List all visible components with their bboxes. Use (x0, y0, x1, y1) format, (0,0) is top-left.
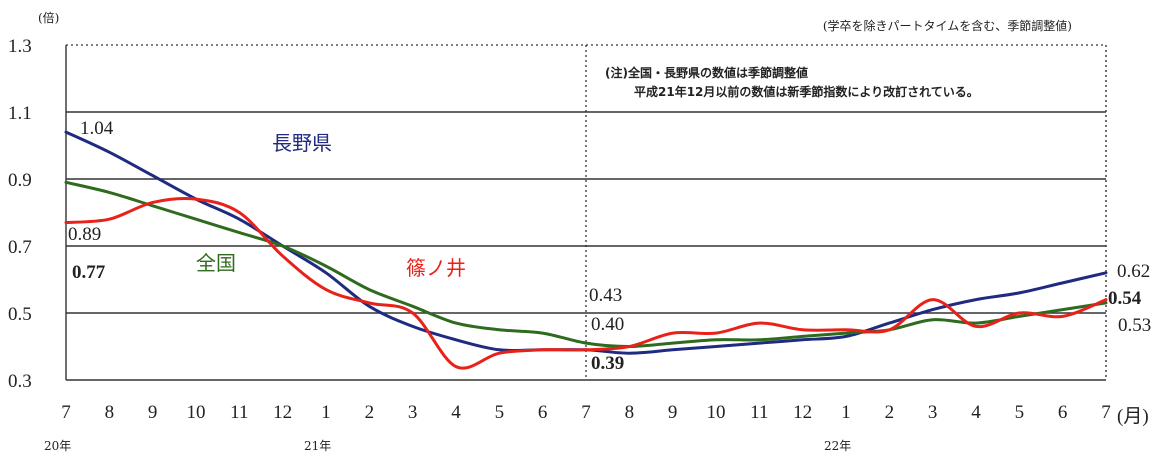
x-tick-label: 1 (321, 402, 331, 423)
x-tick-label: 2 (365, 402, 375, 423)
x-tick-label: 8 (105, 402, 115, 423)
series-name-label: 長野県 (272, 131, 332, 155)
x-tick-label: 7 (1101, 402, 1111, 423)
x-axis-unit: (月) (1117, 406, 1149, 427)
x-tick-label: 10 (187, 402, 206, 423)
year-label: 20年 (44, 439, 71, 453)
series-zenkoku-line (64, 180, 1108, 348)
x-tick-label: 12 (793, 402, 812, 423)
start-value-label: 1.04 (80, 118, 114, 139)
y-axis-unit: (倍) (38, 10, 59, 25)
x-tick-label: 12 (273, 402, 292, 423)
series-name-label: 全国 (196, 251, 236, 275)
start-value-label: 0.77 (72, 262, 106, 283)
x-tick-label: 6 (538, 402, 548, 423)
x-tick-label: 2 (885, 402, 895, 423)
y-tick-label: 0.3 (8, 371, 32, 392)
x-tick-label: 3 (928, 402, 938, 423)
year-label: 22年 (824, 439, 851, 453)
x-tick-label: 4 (971, 402, 981, 423)
x-tick-label: 9 (148, 402, 158, 423)
year-label: 21年 (304, 439, 331, 453)
note-line-2: 平成21年12月以前の数値は新季節指数により改訂されている。 (634, 84, 979, 99)
x-tick-label: 7 (581, 402, 591, 423)
mid-value-label: 0.43 (589, 285, 622, 306)
series-name-label: 篠ノ井 (406, 256, 466, 280)
x-tick-label: 3 (408, 402, 418, 423)
x-tick-label: 1 (841, 402, 851, 423)
end-value-label: 0.62 (1117, 261, 1150, 282)
y-tick-label: 1.3 (8, 36, 32, 57)
x-tick-label: 8 (625, 402, 635, 423)
y-tick-label: 0.7 (8, 237, 32, 258)
annotations: 1.04 0.89 0.77 0.43 0.40 0.39 0.62 0.54 0.53 長野県全… (68, 118, 1151, 374)
gridlines (65, 44, 1107, 381)
y-tick-label: 0.9 (8, 170, 32, 191)
series-lines (64, 130, 1108, 370)
start-value-label: 0.89 (68, 224, 101, 245)
x-tick-label: 7 (61, 402, 71, 423)
y-tick-label: 1.1 (8, 103, 32, 124)
y-axis-ticks: 1.3 1.1 0.9 0.7 0.5 0.3 (8, 36, 32, 392)
chart-subtitle: (学卒を除きパートタイムを含む、季節調整値) (823, 18, 1072, 33)
x-tick-label: 5 (1015, 402, 1025, 423)
x-tick-label: 5 (495, 402, 505, 423)
x-tick-label: 9 (668, 402, 678, 423)
x-tick-label: 11 (230, 402, 248, 423)
x-tick-label: 10 (707, 402, 726, 423)
x-tick-label: 11 (750, 402, 768, 423)
mid-value-label: 0.40 (591, 314, 624, 335)
x-tick-label: 6 (1058, 402, 1068, 423)
mid-value-label: 0.39 (591, 353, 624, 374)
series-shinonoi-line (64, 196, 1108, 370)
y-tick-label: 0.5 (8, 304, 32, 325)
end-value-label: 0.53 (1118, 315, 1151, 336)
x-tick-label: 4 (451, 402, 461, 423)
note-line-1: (注)全国・長野県の数値は季節調整値 (605, 65, 808, 80)
end-value-label: 0.54 (1108, 288, 1142, 309)
